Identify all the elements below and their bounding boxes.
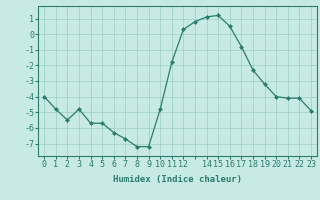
- X-axis label: Humidex (Indice chaleur): Humidex (Indice chaleur): [113, 175, 242, 184]
